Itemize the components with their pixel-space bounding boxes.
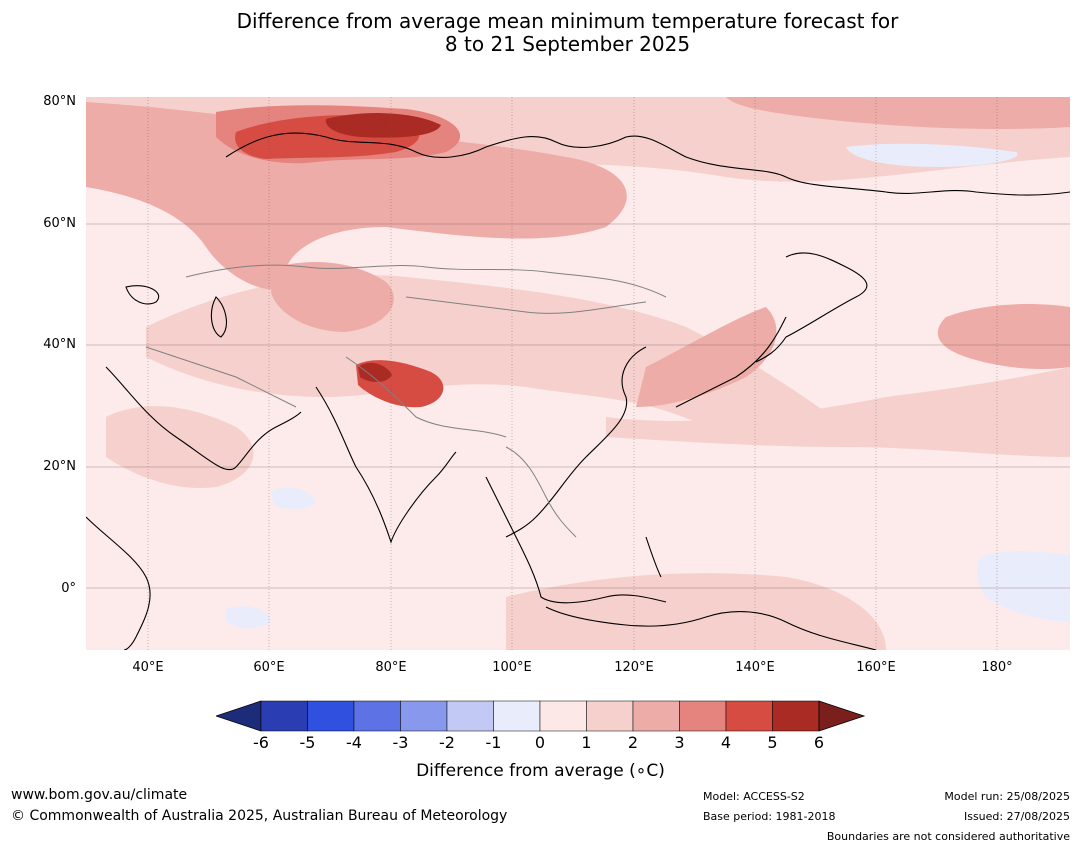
colorbar-segment (400, 700, 448, 732)
lon-label-120e: 120°E (614, 660, 654, 675)
anomaly-band-1-2-pacific (606, 367, 1070, 457)
coastline-korea-china (505, 346, 647, 538)
colorbar-extend-high (818, 700, 866, 732)
base-period: Base period: 1981-2018 (703, 810, 836, 823)
colorbar-tick-label: -3 (392, 733, 409, 752)
lat-label-40n: 40°N (43, 337, 76, 352)
anomaly-band-1-2-southeast-asia (506, 573, 886, 650)
anomaly-band-neg-east-siberian-sea (846, 143, 1018, 167)
lat-label-80n: 80°N (43, 94, 76, 109)
colorbar-tick-label: -5 (299, 733, 316, 752)
colorbar-tick-label: -6 (253, 733, 269, 752)
country-borders (145, 264, 667, 538)
colorbar-segment (307, 700, 355, 732)
map-title: Difference from average mean minimum tem… (0, 10, 1081, 56)
anomaly-map (86, 97, 1070, 650)
coastline-philippines (645, 536, 662, 578)
colorbar-segment (725, 700, 773, 732)
colorbar-tick-label: 0 (534, 733, 546, 752)
colorbar-tick-label: 3 (674, 733, 685, 752)
issued-date: Issued: 27/08/2025 (963, 810, 1070, 823)
anomaly-band-5-6-tibet (358, 362, 392, 382)
lat-label-20n: 20°N (43, 459, 76, 474)
lon-label-100e: 100°E (492, 660, 532, 675)
coastline-indonesia (545, 606, 877, 650)
coastline-india (315, 386, 457, 544)
coastline-northeast-asia (755, 252, 868, 363)
lon-label-140e: 140°E (735, 660, 775, 675)
lon-label-60e: 60°E (253, 660, 285, 675)
border-middle-east (145, 346, 297, 408)
anomaly-map-svg (86, 97, 1070, 650)
colorbar-segment (353, 700, 401, 732)
colorbar-segment (446, 700, 494, 732)
border-southeast-asia (505, 446, 577, 538)
anomaly-band-2-3-japan (636, 307, 777, 407)
anomaly-band-2-3-arctic-east (726, 97, 1070, 129)
website-link[interactable]: www.bom.gov.au/climate (11, 787, 188, 803)
coastline-black-caspian (125, 285, 227, 338)
graticule (86, 97, 1070, 650)
colorbar-tick-label: 2 (627, 733, 639, 752)
model-run-date: Model run: 25/08/2025 (944, 790, 1070, 803)
anomaly-band-2-3-pacific-40n (937, 304, 1070, 369)
colorbar-segment (539, 700, 587, 732)
colorbar-segment (260, 700, 308, 732)
colorbar-segment (632, 700, 680, 732)
colorbar-tick-label: 1 (581, 733, 592, 752)
colorbar-tick-label: 6 (813, 733, 825, 752)
model-name: Model: ACCESS-S2 (703, 790, 805, 803)
colorbar (216, 700, 866, 732)
coastline-southeast-asia (485, 476, 667, 604)
colorbar-label: Difference from average (∘C) (416, 761, 665, 781)
border-china-mongolia (405, 296, 647, 314)
title-line-2: 8 to 21 September 2025 (444, 32, 691, 56)
boundaries-disclaimer: Boundaries are not considered authoritat… (826, 830, 1070, 843)
colorbar-segment (772, 700, 820, 732)
lat-label-60n: 60°N (43, 216, 76, 231)
lat-label-0: 0° (61, 581, 76, 596)
colorbar-segment (679, 700, 727, 732)
anomaly-band-neg-arabian-sea (271, 487, 316, 510)
colorbar-segment (586, 700, 634, 732)
colorbar-extend-low (216, 700, 262, 732)
lon-label-40e: 40°E (132, 660, 164, 675)
coastline-europe-russia-arctic (225, 132, 1070, 196)
colorbar-tick-label: -2 (439, 733, 455, 752)
colorbar-tick-label: 4 (720, 733, 732, 752)
coastline-africa (86, 516, 151, 650)
lon-label-160e: 160°E (856, 660, 896, 675)
copyright-text: © Commonwealth of Australia 2025, Austra… (11, 808, 508, 824)
anomaly-band-5-6-russia (325, 113, 441, 138)
colorbar-tick-label: -1 (485, 733, 502, 752)
title-line-1: Difference from average mean minimum tem… (236, 9, 899, 33)
coastlines (86, 132, 1070, 650)
coastline-japan (675, 316, 787, 408)
lon-label-180: 180° (981, 660, 1013, 675)
coastline-arabia (105, 366, 302, 471)
anomaly-band-1-2-arabia (106, 406, 254, 488)
lon-label-80e: 80°E (375, 660, 407, 675)
anomaly-band-neg-indian-ocean (226, 606, 271, 629)
anomaly-band-2-3-kazakhstan (271, 262, 394, 332)
anomaly-band-2-3-russia (86, 102, 627, 290)
colorbar-tick-label: 5 (767, 733, 778, 752)
border-china-india (345, 356, 507, 438)
colorbar-segment (493, 700, 541, 732)
colorbar-tick-label: -4 (346, 733, 362, 752)
anomaly-band-neg-west-pacific (976, 551, 1070, 622)
border-russia-kazakhstan (185, 264, 667, 298)
